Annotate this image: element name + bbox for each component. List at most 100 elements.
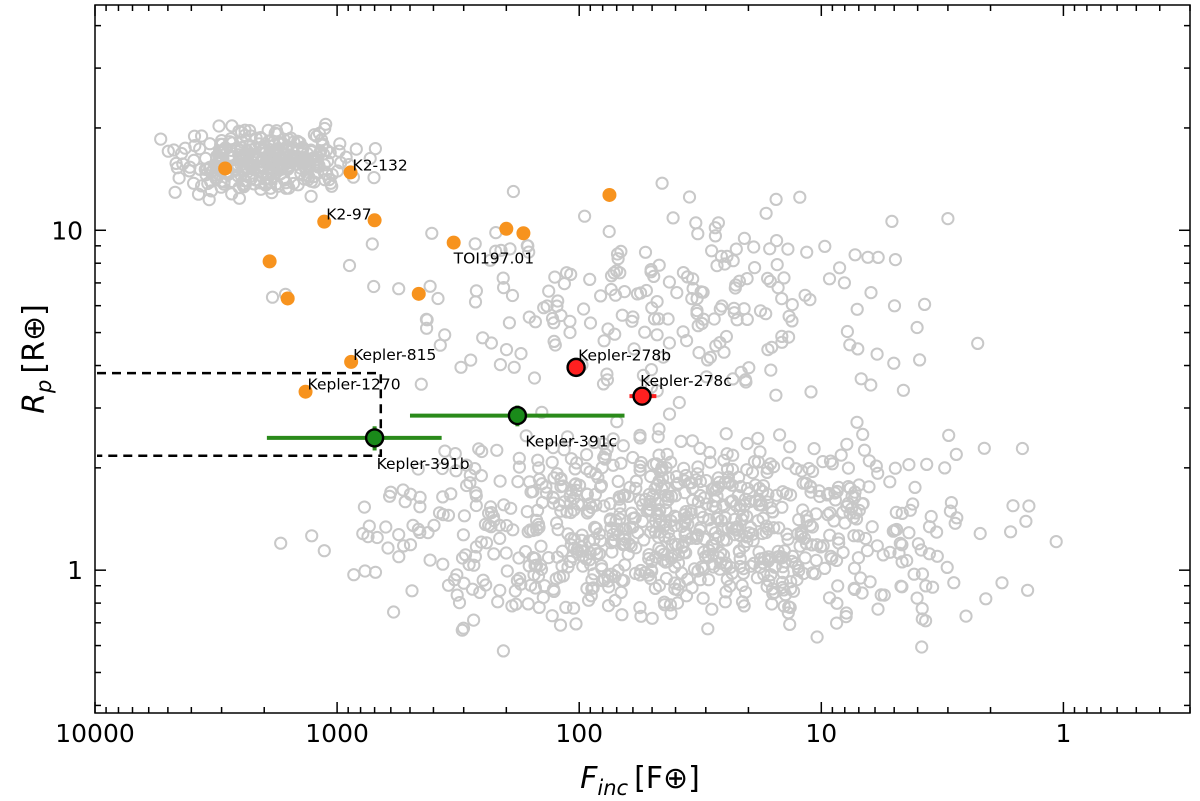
background-planet-marker: [848, 248, 862, 262]
background-planet-marker: [490, 443, 504, 457]
background-planet-marker: [238, 178, 252, 192]
background-planet-marker: [530, 558, 544, 572]
background-planet-marker: [855, 586, 869, 600]
x-axis-title-sub: inc: [597, 776, 628, 800]
background-planet-marker: [368, 565, 383, 579]
background-planet-marker: [651, 312, 666, 326]
background-planet-marker: [831, 579, 845, 593]
background-planet-marker: [841, 461, 856, 475]
background-planet-marker: [659, 555, 673, 569]
background-planet-marker: [646, 489, 660, 504]
background-planet-marker: [755, 498, 769, 512]
background-planet-marker: [487, 547, 501, 561]
background-planet-marker: [889, 505, 903, 520]
background-planet-marker: [781, 456, 795, 470]
background-planet-marker: [687, 562, 702, 576]
background-planet-marker: [528, 315, 543, 329]
background-planet-marker: [674, 434, 688, 448]
dashed-region-box: [97, 371, 383, 458]
background-planet-marker: [397, 539, 411, 553]
highlighted-planet-marker: [364, 428, 385, 448]
background-planet-marker: [949, 447, 963, 461]
background-planet-marker: [587, 435, 602, 450]
background-planet-marker: [569, 617, 583, 631]
background-planet-marker: [496, 644, 510, 658]
background-planet-marker: [605, 545, 619, 559]
background-planet-marker: [670, 596, 685, 610]
background-planet-marker: [744, 559, 758, 573]
background-planet-marker: [785, 314, 799, 328]
background-planet-marker: [317, 158, 331, 172]
background-planet-marker: [734, 480, 748, 494]
background-planet-marker: [536, 590, 550, 605]
background-planet-marker: [748, 478, 763, 492]
background-planet-marker: [305, 529, 319, 543]
background-planet-marker: [644, 363, 659, 377]
background-planet-marker: [893, 536, 907, 550]
background-planet-marker: [460, 478, 474, 493]
background-planet-marker: [702, 573, 716, 587]
background-planet-marker: [597, 499, 611, 513]
background-planet-marker: [627, 342, 641, 356]
background-planet-marker: [403, 538, 418, 552]
background-planet-marker: [761, 461, 775, 475]
background-planet-marker: [784, 582, 798, 596]
background-planet-marker: [484, 336, 498, 350]
orange-planet-marker: [298, 384, 313, 399]
background-planet-marker: [894, 579, 908, 593]
background-planet-marker: [454, 360, 468, 374]
background-planet-marker: [435, 461, 449, 476]
background-planet-marker: [820, 488, 834, 502]
background-planet-marker: [468, 295, 483, 309]
planet-label: Kepler-815: [353, 346, 436, 364]
background-planet-marker: [1006, 499, 1020, 513]
background-planet-marker: [535, 405, 549, 419]
background-planet-marker: [691, 528, 705, 542]
background-planet-marker: [675, 566, 689, 580]
background-planet-marker: [612, 492, 627, 506]
background-planet-marker: [745, 466, 760, 480]
background-planet-marker: [806, 464, 820, 478]
background-planet-marker: [856, 427, 870, 441]
background-planet-marker: [677, 461, 691, 475]
background-planet-marker: [783, 617, 797, 632]
background-planet-marker: [720, 447, 734, 461]
background-planet-marker: [662, 407, 677, 421]
background-planet-marker: [551, 523, 565, 537]
background-planet-marker: [204, 184, 218, 198]
background-planet-marker: [668, 582, 682, 596]
background-planet-marker: [692, 346, 706, 360]
background-planet-marker: [847, 529, 861, 543]
background-planet-marker: [626, 450, 640, 465]
background-planet-marker: [756, 511, 770, 525]
background-planet-marker: [214, 174, 228, 188]
background-planet-marker: [633, 463, 647, 477]
background-planet-marker: [497, 498, 511, 512]
background-planet-marker: [839, 606, 854, 620]
background-planet-marker: [803, 293, 817, 307]
background-planet-marker: [560, 430, 575, 444]
background-planet-marker: [747, 240, 761, 254]
background-planet-marker: [531, 453, 545, 467]
background-planet-marker: [587, 567, 601, 581]
background-planet-marker: [367, 279, 381, 294]
background-planet-marker: [680, 270, 695, 284]
background-planet-marker: [534, 539, 548, 553]
background-planet-marker: [436, 490, 450, 504]
background-planet-marker: [603, 512, 617, 526]
background-planet-marker: [610, 264, 624, 278]
background-planet-marker: [645, 564, 659, 578]
background-planet-marker: [1019, 514, 1033, 528]
background-planet-marker: [870, 539, 884, 553]
background-planet-marker: [775, 292, 789, 306]
x-axis-title-unit: [F⊕]: [634, 761, 700, 796]
background-planet-marker: [840, 437, 854, 451]
background-planet-marker: [658, 488, 673, 503]
background-planet-marker: [666, 211, 680, 225]
y-axis-title-main: R: [17, 393, 52, 414]
background-planet-marker: [770, 258, 784, 272]
background-planet-marker: [568, 462, 582, 476]
background-planet-marker: [423, 553, 437, 567]
background-planet-marker: [585, 573, 599, 587]
background-planet-marker: [713, 302, 727, 316]
